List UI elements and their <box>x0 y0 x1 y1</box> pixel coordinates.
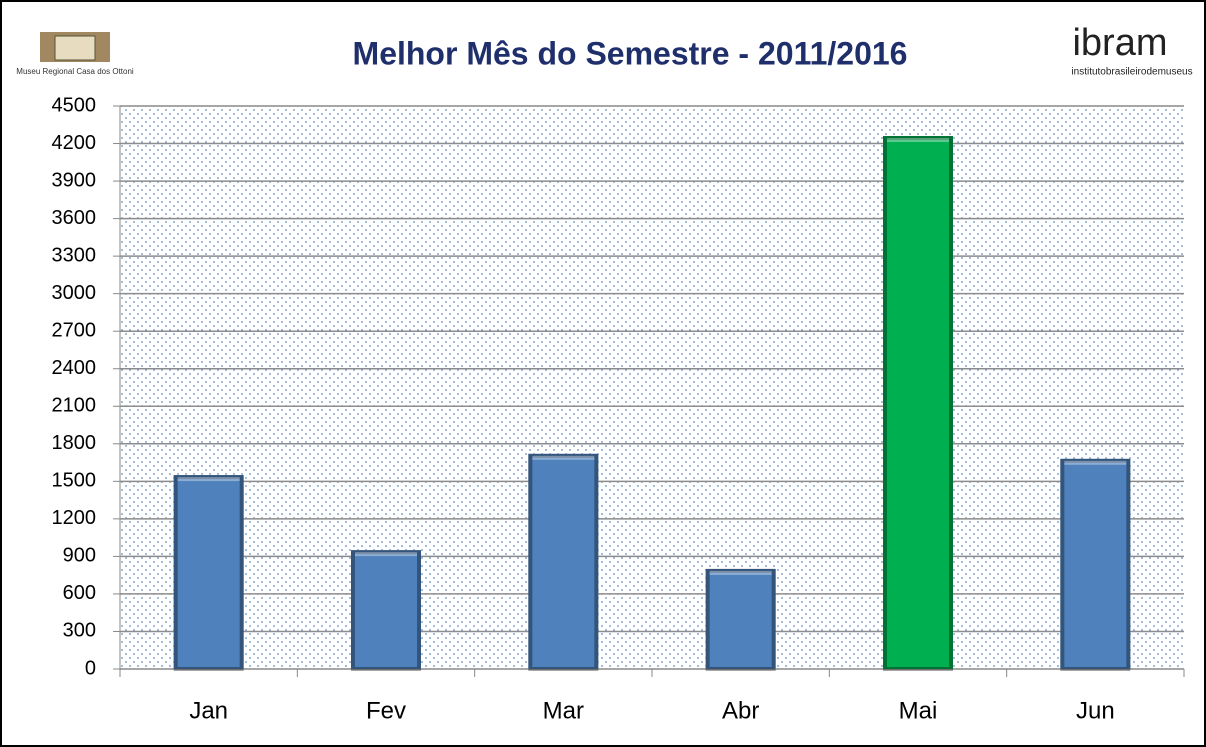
y-tick-label: 3900 <box>52 169 97 191</box>
x-tick-label: Mai <box>899 697 938 724</box>
x-tick-label: Jan <box>189 697 228 724</box>
x-tick-label: Mar <box>543 697 584 724</box>
y-tick-label: 4500 <box>52 94 97 116</box>
y-tick-label: 3300 <box>52 244 97 266</box>
bar-bevel <box>528 453 599 672</box>
bar <box>705 568 776 669</box>
x-tick-label: Jun <box>1076 697 1115 724</box>
y-tick-label: 900 <box>63 545 96 567</box>
x-tick-label: Abr <box>722 697 759 724</box>
bar <box>1060 458 1131 669</box>
chart-title: Melhor Mês do Semestre - 2011/2016 <box>353 35 908 71</box>
bar-bevel <box>883 136 953 671</box>
y-tick-label: 1200 <box>52 507 97 529</box>
y-tick-label: 3600 <box>52 207 97 229</box>
bar <box>528 453 599 669</box>
bar-bevel <box>1060 458 1131 671</box>
bar-bevel <box>705 568 776 672</box>
y-tick-label: 2100 <box>52 395 97 417</box>
left-logo-text: Museu Regional Casa dos Ottoni <box>16 67 134 76</box>
bar-highlight <box>709 570 772 575</box>
bar-highlight <box>1064 460 1127 465</box>
bar-highlight <box>355 552 417 557</box>
y-tick-label: 3000 <box>52 282 97 304</box>
bar-bevel <box>173 475 244 672</box>
y-tick-label: 2400 <box>52 357 97 379</box>
y-tick-label: 0 <box>85 657 96 679</box>
bar <box>883 136 953 669</box>
bar <box>173 475 244 669</box>
y-tick-label: 1800 <box>52 432 97 454</box>
y-tick-label: 2700 <box>52 319 97 341</box>
bar-highlight <box>887 138 949 143</box>
y-tick-label: 300 <box>63 620 96 642</box>
y-tick-label: 1500 <box>52 470 97 492</box>
right-logo-subtitle: institutobrasileirodemuseus <box>1071 67 1192 78</box>
bar-highlight <box>532 455 595 460</box>
x-tick-label: Fev <box>366 697 406 724</box>
bar-highlight <box>177 477 240 482</box>
y-tick-label: 600 <box>63 582 96 604</box>
left-logo: Museu Regional Casa dos Ottoni <box>16 32 134 76</box>
y-tick-label: 4200 <box>52 132 97 154</box>
bar <box>351 550 421 669</box>
plot-area <box>120 106 1184 669</box>
bar-bevel <box>351 550 421 672</box>
right-logo: ibram <box>1072 22 1167 64</box>
